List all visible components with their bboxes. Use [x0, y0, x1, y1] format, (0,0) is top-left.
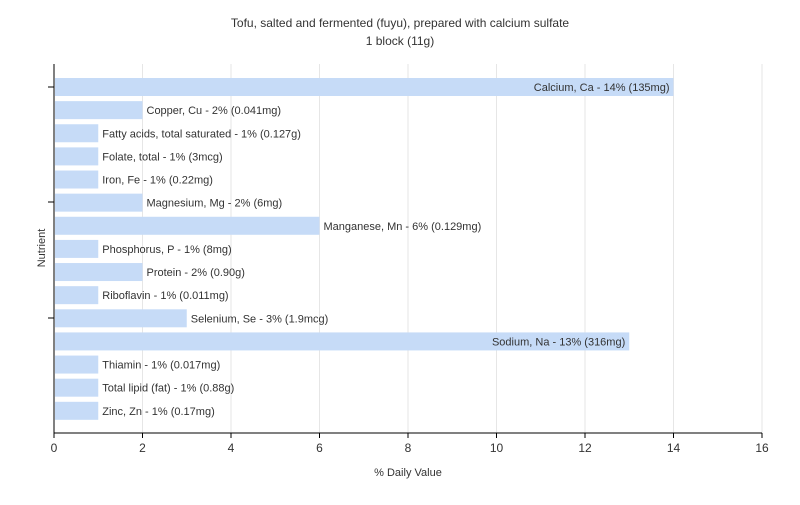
bar-label: Folate, total - 1% (3mcg)	[102, 151, 222, 163]
x-tick-label: 8	[405, 441, 412, 455]
bar-label: Protein - 2% (0.90g)	[147, 267, 245, 279]
x-tick-label: 10	[490, 441, 504, 455]
bar-label: Calcium, Ca - 14% (135mg)	[534, 82, 670, 94]
bar	[55, 124, 99, 143]
bar-labels: Calcium, Ca - 14% (135mg) Copper, Cu - 2%…	[102, 82, 669, 418]
bar	[55, 101, 143, 120]
bar	[55, 286, 99, 305]
bar	[55, 355, 99, 374]
bar-label: Manganese, Mn - 6% (0.129mg)	[324, 221, 482, 233]
x-tick-label: 0	[51, 441, 58, 455]
chart-title: Tofu, salted and fermented (fuyu), prepa…	[231, 16, 570, 30]
bar-label: Thiamin - 1% (0.017mg)	[102, 360, 220, 372]
bar-label: Magnesium, Mg - 2% (6mg)	[147, 198, 283, 210]
bar	[55, 239, 99, 258]
bar-label: Copper, Cu - 2% (0.041mg)	[147, 105, 282, 117]
bar-label: Total lipid (fat) - 1% (0.88g)	[102, 383, 234, 395]
chart-subtitle: 1 block (11g)	[366, 34, 434, 48]
bar-label: Zinc, Zn - 1% (0.17mg)	[102, 406, 214, 418]
bar	[55, 216, 320, 235]
x-tick-label: 12	[578, 441, 592, 455]
bar	[55, 193, 143, 212]
bar	[55, 78, 674, 96]
grid-lines	[142, 64, 763, 433]
bar	[55, 263, 143, 282]
bar	[55, 309, 187, 328]
bar	[55, 378, 99, 397]
x-tick-label: 4	[228, 441, 235, 455]
bar	[55, 147, 99, 166]
bar-label: Riboflavin - 1% (0.011mg)	[102, 290, 228, 302]
bar-label: Phosphorus, P - 1% (8mg)	[102, 244, 231, 256]
y-axis-label: Nutrient	[36, 229, 48, 268]
bar	[55, 332, 630, 351]
bar	[55, 170, 99, 189]
axes: 0 2 4 6 8 10 12 14 16	[48, 64, 769, 455]
bars	[55, 78, 674, 420]
x-axis-label: % Daily Value	[374, 467, 442, 479]
bar-label: Sodium, Na - 13% (316mg)	[492, 336, 625, 348]
x-tick-label: 2	[139, 441, 146, 455]
x-tick-label: 16	[755, 441, 769, 455]
bar-label: Iron, Fe - 1% (0.22mg)	[102, 175, 213, 187]
bar-label: Fatty acids, total saturated - 1% (0.127…	[102, 128, 301, 140]
x-tick-label: 14	[667, 441, 681, 455]
bar-label: Selenium, Se - 3% (1.9mcg)	[191, 313, 329, 325]
bar	[55, 401, 99, 420]
x-tick-label: 6	[316, 441, 323, 455]
